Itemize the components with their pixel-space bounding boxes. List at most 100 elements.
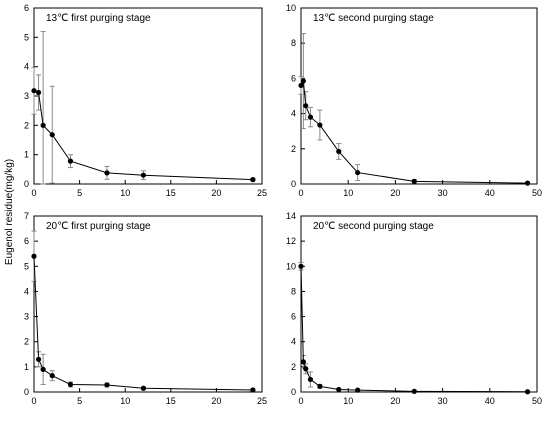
data-point [67,381,74,388]
y-tick-label: 6 [291,312,296,322]
chart-panel-1: 0 5 10 15 20 25 0 1 2 3 4 5 6 13℃ first purging stage [24,3,267,198]
plot-frame [33,215,263,393]
y-tick-label: 3 [24,312,29,322]
x-tick-label: 15 [166,188,176,198]
data-point [40,366,46,372]
x-tick-label: 30 [438,396,448,406]
x-tick-label: 20 [390,396,400,406]
x-tick-label: 50 [532,188,542,198]
chart-panel-3: 0 5 10 15 20 25 0 1 2 3 4 5 6 7 20℃ first purging stag… [24,211,267,406]
data-point [355,387,361,393]
x-tick-label: 30 [438,188,448,198]
y-tick-label: 2 [291,362,296,372]
x-tick-label: 0 [298,396,303,406]
figure-ylabel: Eugenol residue(mg/kg) [4,159,15,265]
data-point [300,359,306,365]
data-point [31,253,37,259]
chart-panel-2: 0 10 20 30 40 50 0 2 4 6 8 10 13℃ second purging sta… [286,3,542,198]
data-point [307,114,314,120]
y-tick-label: 0 [24,387,29,397]
x-tick-label: 15 [166,396,176,406]
x-tick-label: 10 [120,396,130,406]
panel-title: 20℃ first purging stage [46,221,151,232]
x-tick-label: 5 [77,188,82,198]
chart-panel-4: 0 10 20 30 40 50 0 2 4 6 8 10 12 14 20℃ second purging… [286,211,542,406]
y-tick-label: 2 [24,337,29,347]
panel-title: 20℃ second purging stage [313,221,434,232]
y-tick-label: 8 [291,38,296,48]
data-point [40,122,46,128]
y-tick-label: 14 [286,211,296,221]
data-point [307,376,314,383]
data-point [49,132,55,138]
y-tick-label: 0 [291,179,296,189]
data-point [31,88,37,94]
series-line [33,90,253,181]
data-point [317,122,323,128]
y-tick-label: 2 [291,144,296,154]
x-tick-label: 40 [485,188,495,198]
x-tick-label: 20 [211,188,221,198]
y-tick-label: 7 [24,211,29,221]
y-tick-label: 2 [24,120,29,130]
y-tick-label: 6 [24,236,29,246]
data-point [140,172,147,178]
data-point [35,356,42,362]
data-point [67,158,74,164]
y-tick-label: 1 [24,362,29,372]
data-point [524,180,531,186]
data-point [35,89,42,96]
series-line [33,256,253,391]
panel-title: 13℃ second purging stage [313,13,434,24]
plot-frame [300,7,538,185]
panel-title: 13℃ first purging stage [46,13,151,24]
data-point [104,382,110,388]
y-tick-label: 6 [24,3,29,13]
x-tick-label: 10 [343,188,353,198]
data-point [336,148,342,155]
data-point [250,387,256,393]
y-tick-label: 5 [24,32,29,42]
data-point [250,177,256,183]
y-tick-label: 4 [24,62,29,72]
x-tick-label: 20 [211,396,221,406]
x-tick-label: 25 [257,396,267,406]
data-point [411,388,417,394]
data-point [298,82,304,89]
y-tick-label: 8 [291,286,296,296]
data-point [49,373,55,379]
data-point [140,385,147,391]
x-tick-label: 10 [343,396,353,406]
y-tick-label: 5 [24,261,29,271]
y-tick-label: 6 [291,73,296,83]
series-line [300,266,528,393]
x-tick-label: 50 [532,396,542,406]
plot-frame [300,215,538,393]
y-tick-label: 4 [24,286,29,296]
y-tick-label: 10 [286,3,296,13]
data-point [303,103,309,109]
data-point [411,178,417,184]
y-tick-label: 1 [24,150,29,160]
x-tick-label: 0 [298,188,303,198]
x-tick-label: 40 [485,396,495,406]
x-tick-label: 0 [31,188,36,198]
x-tick-label: 5 [77,396,82,406]
y-tick-label: 4 [291,337,296,347]
y-tick-label: 4 [291,109,296,119]
data-point [336,386,342,393]
data-point [104,170,110,176]
y-tick-label: 0 [24,179,29,189]
data-point [300,78,306,84]
data-point [524,389,531,395]
x-tick-label: 10 [120,188,130,198]
data-point [355,169,361,176]
data-point [303,366,309,372]
y-tick-label: 10 [286,261,296,271]
y-tick-label: 12 [286,236,296,246]
y-tick-label: 0 [291,387,296,397]
x-tick-label: 0 [31,396,36,406]
y-tick-label: 3 [24,91,29,101]
series-line [300,79,528,184]
